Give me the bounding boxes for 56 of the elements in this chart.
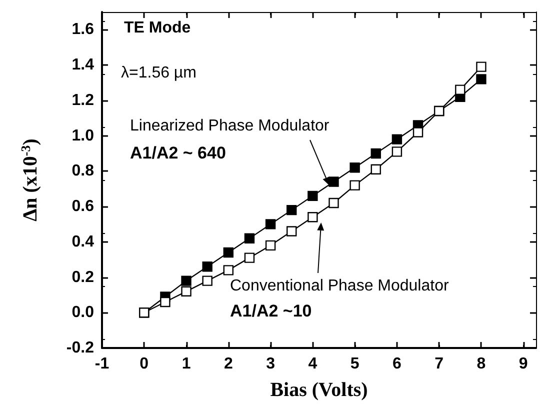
x-tick-label: 1 (182, 356, 191, 372)
x-tick-label: 2 (224, 356, 233, 372)
point (370, 148, 381, 159)
point (412, 127, 424, 138)
point (244, 252, 255, 263)
point (244, 233, 255, 244)
y-tick-label: 1.0 (72, 127, 94, 144)
point (223, 247, 234, 258)
point (181, 276, 192, 286)
x-tick-label: 5 (350, 356, 360, 372)
point (328, 198, 339, 208)
y-tick-label: -0.2 (66, 340, 94, 356)
x-tick-label: 0 (140, 356, 149, 372)
y-tick-label: 1.6 (72, 21, 94, 38)
y-axis-title: Δn (x10-3) (18, 138, 42, 222)
annotation: A1/A2 ~10 (230, 302, 312, 320)
point (308, 190, 318, 202)
point (476, 62, 486, 72)
x-tick-label: 7 (434, 356, 444, 372)
point (370, 164, 381, 174)
point (223, 265, 234, 276)
x-tick-label: 3 (266, 356, 276, 372)
x-tick-label: 8 (476, 356, 486, 372)
annotation: Conventional Phase Modulator (230, 278, 450, 294)
y-tick-label: 0.8 (72, 162, 94, 180)
y-tick-label: 1.2 (72, 92, 94, 109)
x-tick-label: 4 (308, 356, 318, 372)
point (286, 226, 297, 236)
point (265, 240, 276, 251)
point (476, 74, 486, 84)
point (392, 146, 402, 157)
point (350, 180, 360, 190)
point (455, 84, 466, 95)
annotation: TE Mode (124, 20, 191, 36)
point (308, 212, 318, 222)
x-tick-label: -1 (94, 356, 110, 372)
point (202, 262, 212, 272)
annotation: Linearized Phase Modulator (130, 118, 330, 134)
point (181, 286, 192, 297)
annotation: A1/A2 ~ 640 (130, 144, 226, 162)
y-tick-label: 0.2 (72, 268, 94, 286)
y-tick-label: 0.6 (72, 198, 94, 216)
annotation: λ=1.56 µm (121, 64, 196, 82)
y-tick-label: 0.0 (72, 304, 94, 322)
point (328, 176, 339, 187)
point (265, 219, 276, 230)
y-tick-label: 1.4 (72, 56, 94, 74)
point (202, 276, 212, 286)
x-axis-title: Bias (Volts) (270, 379, 368, 401)
x-tick-label: 9 (518, 356, 528, 372)
x-tick-label: 6 (392, 356, 402, 372)
point (286, 204, 297, 216)
y-tick-label: 0.4 (72, 233, 94, 250)
point (350, 162, 360, 173)
point (160, 296, 170, 308)
point (392, 134, 402, 144)
